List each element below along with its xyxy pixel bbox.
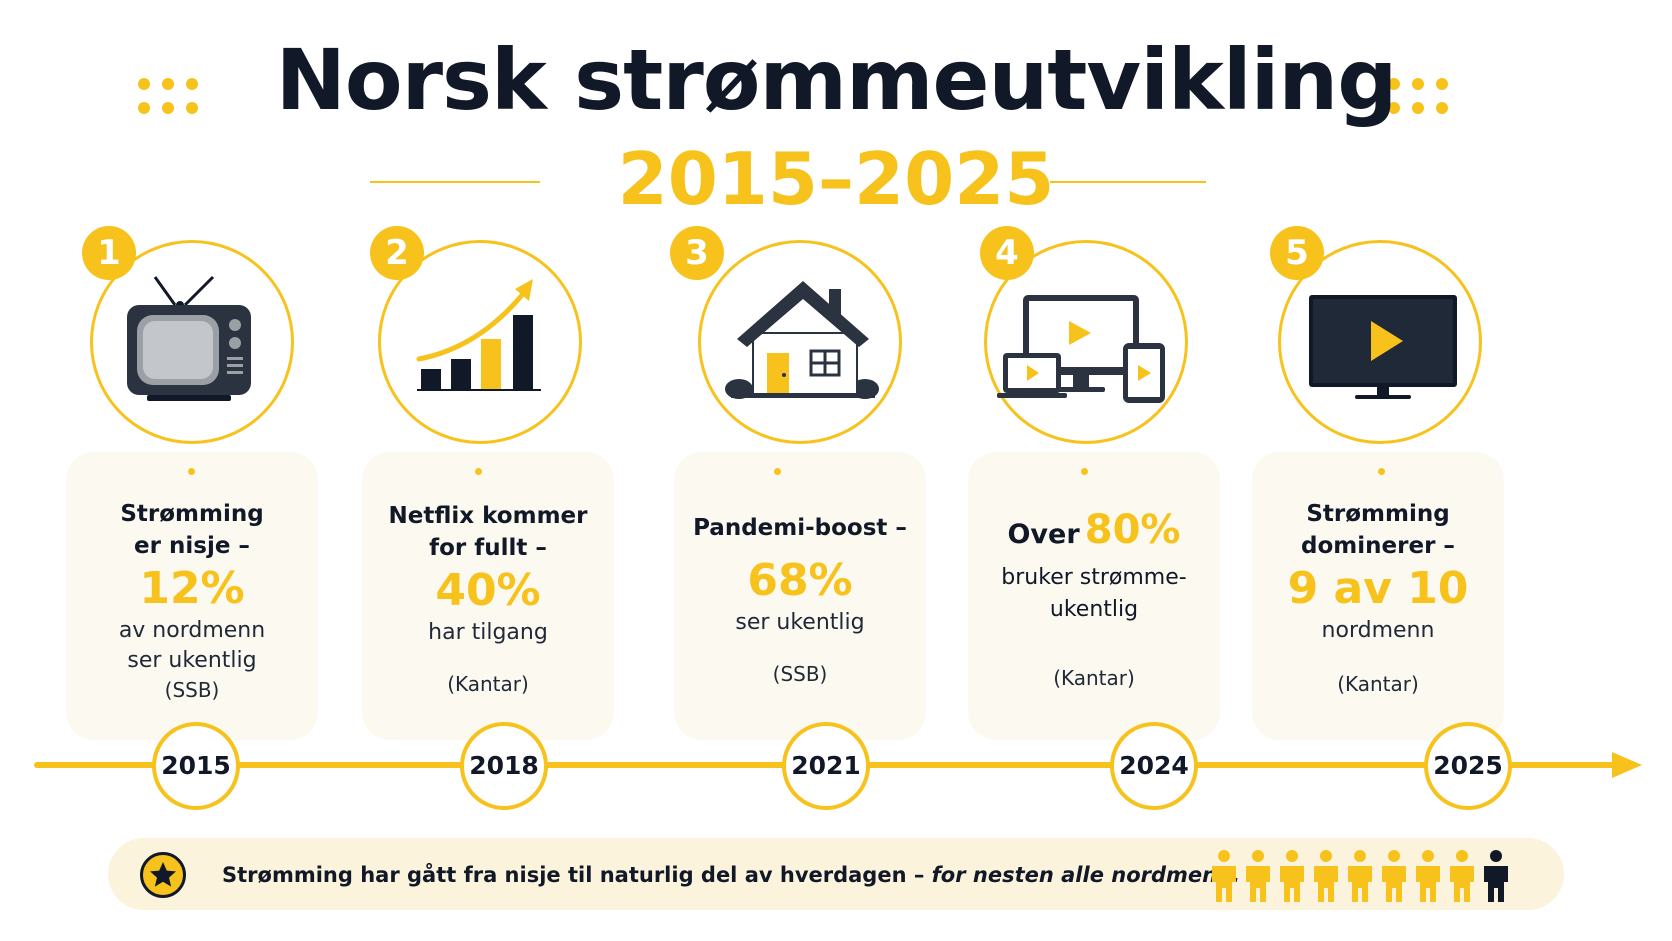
subtitle-rule-left (370, 181, 540, 183)
milestone-source: (Kantar) (447, 672, 529, 696)
milestone-description: har tilgang (428, 620, 548, 645)
milestone-source: (SSB) (772, 662, 828, 686)
milestone-text-3: Pandemi-boost – 68% ser ukentlig (SSB) (674, 512, 926, 688)
milestone-highlight: 80% (1084, 507, 1181, 553)
milestone-text-5: Strømming dominerer – 9 av 10 nordmenn (… (1252, 498, 1504, 698)
milestone-prefix: Over (1007, 519, 1080, 550)
connector-dot-2 (475, 468, 482, 475)
person-icon (1450, 850, 1474, 902)
milestone-headline: er nisje – (134, 533, 250, 559)
milestone-highlight: 68% (747, 555, 853, 606)
year-marker-2024: 2024 (1110, 722, 1198, 810)
year-marker-2015: 2015 (152, 722, 240, 810)
milestone-number-4: 4 (980, 226, 1034, 280)
milestone-number-1: 1 (82, 226, 136, 280)
person-icon (1348, 850, 1372, 902)
flat-tv-icon (1309, 295, 1457, 399)
house-icon (725, 281, 879, 399)
retro-tv-icon (127, 275, 251, 401)
milestone-description: nordmenn (1321, 618, 1435, 643)
footer-statement: Strømming har gått fra nisje til naturli… (222, 860, 1240, 890)
milestone-highlight: 12% (139, 563, 245, 614)
person-icon (1212, 850, 1236, 902)
milestone-icon-circle-3 (698, 240, 902, 444)
person-icon (1280, 850, 1304, 902)
milestone-headline: Strømming (120, 501, 264, 527)
devices-icon (997, 295, 1165, 403)
page-title: Norsk strømmeutvikling (275, 31, 1398, 129)
milestone-number-5: 5 (1270, 226, 1324, 280)
people-row (1208, 848, 1528, 904)
connector-dot-3 (774, 468, 781, 475)
milestone-description: ser ukentlig (127, 648, 257, 673)
decor-dots-right (1388, 78, 1458, 118)
milestone-card-2 (362, 452, 614, 740)
year-marker-2018: 2018 (460, 722, 548, 810)
milestone-number-3: 3 (670, 226, 724, 280)
milestone-source: (Kantar) (1337, 672, 1419, 696)
milestone-card-4 (968, 452, 1220, 740)
page-subtitle: 2015–2025 (617, 137, 1055, 221)
milestone-description: av nordmenn (118, 618, 266, 643)
milestone-source: (SSB) (164, 678, 220, 702)
connector-dot-4 (1081, 468, 1088, 475)
person-icon (1314, 850, 1338, 902)
year-marker-2021: 2021 (782, 722, 870, 810)
milestone-text-2: Netflix kommer for fullt – 40% har tilga… (362, 500, 614, 698)
milestone-text-4: Over 80% bruker strømme- ukentlig (Kanta… (968, 506, 1220, 692)
milestone-headline: for fullt – (429, 535, 547, 561)
milestone-highlight: 40% (435, 565, 541, 616)
milestone-headline: Pandemi-boost – (693, 515, 907, 541)
footer-italic-text: for nesten alle nordmenn. (931, 863, 1241, 887)
milestone-card-1 (66, 452, 318, 740)
milestone-description: ukentlig (1049, 597, 1139, 622)
milestone-headline: Netflix kommer (388, 503, 588, 529)
milestone-number-2: 2 (370, 226, 424, 280)
subtitle-rule-right (1050, 181, 1206, 183)
milestone-description: ser ukentlig (735, 610, 865, 635)
growth-chart-icon (416, 279, 541, 391)
milestone-card-5 (1252, 452, 1504, 740)
timeline-arrow-icon (1612, 752, 1642, 778)
connector-dot-1 (188, 468, 195, 475)
person-icon (1246, 850, 1270, 902)
milestone-highlight: 9 av 10 (1287, 563, 1469, 614)
footer-text: Strømming har gått fra nisje til naturli… (222, 863, 925, 887)
year-marker-2025: 2025 (1424, 722, 1512, 810)
connector-dot-5 (1378, 468, 1385, 475)
decor-dots-left (138, 78, 208, 118)
milestone-icon-circle-1 (90, 240, 294, 444)
milestone-description: bruker strømme- (1001, 565, 1187, 590)
milestone-source: (Kantar) (1053, 666, 1135, 690)
milestone-headline: Strømming (1306, 501, 1450, 527)
person-icon (1484, 850, 1508, 902)
star-icon (140, 852, 186, 898)
milestone-headline: dominerer – (1301, 533, 1455, 559)
milestone-text-1: Strømming er nisje – 12% av nordmenn ser… (66, 498, 318, 704)
milestone-card-3 (674, 452, 926, 740)
milestone-headline-row: Over 80% (968, 506, 1220, 562)
person-icon (1382, 850, 1406, 902)
person-icon (1416, 850, 1440, 902)
